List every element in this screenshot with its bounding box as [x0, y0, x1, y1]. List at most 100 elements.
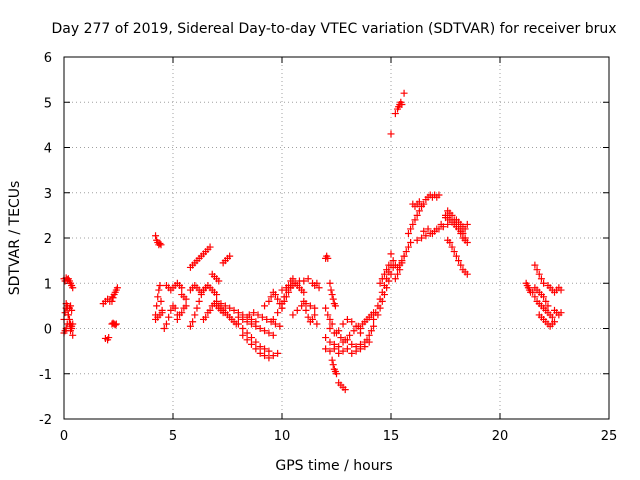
- data-point: [178, 309, 186, 317]
- data-point: [157, 297, 165, 305]
- data-point: [391, 110, 399, 118]
- y-axis-label: SDTVAR / TECUs: [7, 181, 23, 296]
- data-point: [239, 315, 247, 323]
- data-point: [446, 239, 454, 247]
- y-tick-label: 6: [44, 51, 52, 66]
- y-tick-label: -1: [39, 368, 52, 383]
- plot-frame: [63, 56, 610, 420]
- data-point: [189, 318, 197, 326]
- data-point: [215, 277, 223, 285]
- data-point: [455, 257, 463, 265]
- data-point: [544, 302, 552, 310]
- data-point: [239, 331, 247, 339]
- data-point: [328, 320, 336, 328]
- data-point: [239, 325, 247, 332]
- data-point: [378, 297, 386, 305]
- data-point: [424, 225, 432, 233]
- data-point: [335, 343, 343, 351]
- data-point: [370, 322, 378, 330]
- data-point: [202, 313, 210, 321]
- data-point: [350, 327, 358, 335]
- data-point: [540, 293, 548, 301]
- data-point: [461, 225, 469, 233]
- data-point: [376, 304, 384, 312]
- data-point: [247, 340, 255, 348]
- data-point: [206, 306, 214, 314]
- data-point: [352, 347, 360, 355]
- data-point: [433, 225, 441, 233]
- data-point: [418, 234, 426, 242]
- data-point: [322, 345, 330, 353]
- data-point: [327, 286, 335, 294]
- data-point: [69, 284, 77, 292]
- data-point: [420, 200, 428, 208]
- data-point: [278, 304, 286, 312]
- data-point: [265, 347, 273, 355]
- data-point: [226, 304, 234, 312]
- y-tick-label: 2: [44, 232, 52, 247]
- data-point: [112, 320, 120, 328]
- x-tick-label: 10: [274, 429, 291, 444]
- data-point: [265, 354, 273, 362]
- data-point: [335, 349, 343, 357]
- data-point: [243, 318, 251, 326]
- data-point: [452, 252, 460, 260]
- data-point: [389, 257, 397, 265]
- y-tick-label: 0: [44, 323, 52, 338]
- data-point: [415, 198, 423, 206]
- data-point: [415, 207, 423, 215]
- data-point: [254, 311, 262, 319]
- data-point: [300, 277, 308, 285]
- x-tick-label: 15: [383, 429, 400, 444]
- data-point: [261, 302, 269, 310]
- data-point: [186, 322, 194, 330]
- y-tick-label: 3: [44, 187, 52, 202]
- data-point: [328, 291, 336, 299]
- data-point: [65, 315, 73, 323]
- data-point: [356, 325, 364, 332]
- data-point: [326, 325, 334, 332]
- data-point: [67, 320, 75, 328]
- data-point: [252, 345, 260, 353]
- data-point: [322, 304, 330, 312]
- data-point: [230, 306, 238, 314]
- data-point: [165, 313, 173, 321]
- data-point: [409, 220, 417, 228]
- data-point: [306, 302, 314, 310]
- data-point: [329, 295, 337, 303]
- data-point: [548, 313, 556, 321]
- data-point: [404, 243, 412, 251]
- data-point: [396, 266, 404, 274]
- data-point: [448, 243, 456, 251]
- data-point: [261, 327, 269, 335]
- data-point: [463, 270, 471, 278]
- data-point: [380, 270, 388, 278]
- data-point: [108, 297, 116, 305]
- data-point: [413, 236, 421, 244]
- data-point: [274, 295, 282, 303]
- data-point: [407, 225, 415, 233]
- data-point: [261, 345, 269, 353]
- data-point: [328, 356, 336, 364]
- data-point: [265, 329, 273, 337]
- data-point: [256, 349, 264, 357]
- data-point: [380, 291, 388, 299]
- data-point: [398, 101, 406, 109]
- y-tick-label: -2: [39, 413, 52, 428]
- data-point: [302, 306, 310, 314]
- data-point: [287, 282, 295, 290]
- data-point: [193, 304, 201, 312]
- data-point: [457, 229, 465, 237]
- data-point: [333, 329, 340, 337]
- data-point: [557, 309, 565, 317]
- data-point: [152, 232, 160, 240]
- data-point: [341, 336, 349, 344]
- data-point: [339, 347, 347, 355]
- data-point: [282, 284, 290, 292]
- data-point: [269, 331, 277, 339]
- data-point: [155, 286, 163, 294]
- data-point: [324, 311, 332, 319]
- data-point: [376, 279, 384, 287]
- data-point: [422, 232, 430, 240]
